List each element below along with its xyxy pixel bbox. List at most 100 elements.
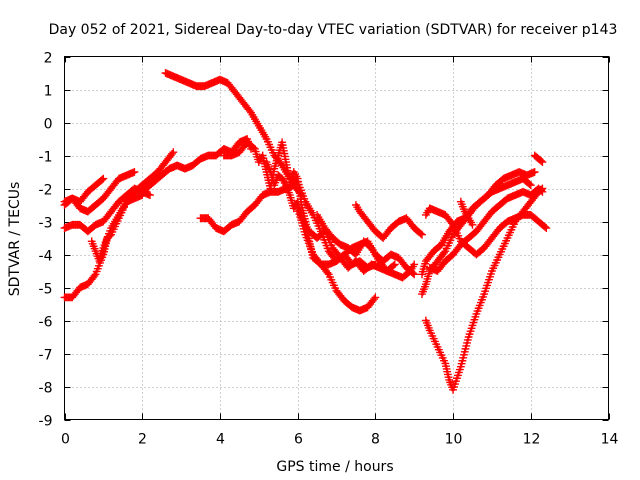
data-point (457, 359, 466, 368)
data-point (464, 333, 473, 341)
data-point (410, 270, 419, 279)
data-point (299, 224, 308, 233)
data-point (98, 175, 106, 184)
data-point (485, 275, 493, 284)
data-point (451, 380, 459, 388)
y-tick-label: -7 (39, 348, 53, 364)
data-point (526, 181, 535, 190)
series-5 (87, 135, 255, 265)
data-point (482, 284, 490, 293)
data-point (460, 347, 469, 356)
data-point (389, 261, 398, 270)
data-point (293, 204, 302, 213)
data-point (483, 281, 491, 290)
tick-marks (64, 56, 610, 421)
data-point (481, 287, 490, 296)
x-tick-label: 10 (445, 432, 463, 448)
series-12 (352, 201, 426, 242)
data-point (465, 330, 474, 339)
y-tick-label: -1 (39, 150, 53, 166)
data-point (538, 158, 547, 166)
y-tick-label: -2 (39, 183, 53, 199)
y-tick-label: -5 (39, 282, 53, 298)
data-point (146, 191, 154, 199)
data-point (298, 222, 307, 230)
data-point (99, 174, 108, 183)
data-point (486, 272, 494, 281)
y-tick-label: -8 (39, 381, 53, 397)
data-point (454, 371, 462, 380)
series-17 (421, 184, 547, 394)
data-point (463, 336, 472, 344)
series-19 (530, 151, 547, 166)
x-axis-label: GPS time / hours (276, 459, 393, 475)
data-point (298, 219, 306, 227)
x-tick-label: 0 (61, 432, 70, 448)
data-point (296, 213, 305, 221)
x-tick-label: 12 (523, 432, 541, 448)
series-15 (425, 184, 547, 275)
data-point (455, 365, 464, 374)
data-point (450, 383, 458, 391)
data-point (468, 220, 477, 229)
y-tick-label: -3 (39, 216, 53, 232)
data-point (469, 318, 478, 327)
series-10 (293, 204, 380, 315)
y-tick-label: 0 (44, 117, 53, 133)
y-tick-label: 1 (44, 84, 53, 100)
data-point (449, 385, 457, 394)
data-point (480, 290, 489, 298)
x-tick-label: 2 (138, 432, 147, 448)
data-point (416, 229, 425, 238)
series-18 (456, 197, 477, 229)
x-tick-label: 14 (601, 432, 619, 448)
data-point (295, 210, 304, 219)
data-point (418, 230, 426, 239)
y-tick-label: 2 (44, 51, 53, 67)
data-point (468, 321, 477, 330)
data-point (458, 356, 467, 365)
data-point (294, 207, 303, 216)
data-marks (60, 69, 551, 394)
data-point (300, 227, 309, 236)
data-point (470, 315, 479, 324)
data-point (538, 184, 547, 193)
data-point (537, 157, 546, 165)
data-point (390, 260, 399, 269)
data-point (453, 374, 461, 383)
y-tick-label: -9 (39, 414, 53, 430)
data-point (462, 342, 471, 350)
data-point (484, 278, 492, 287)
data-point (461, 344, 470, 353)
plot-frame (64, 56, 609, 420)
data-point (297, 216, 305, 224)
series-16 (421, 204, 551, 259)
series-11 (313, 211, 419, 282)
data-point (371, 293, 380, 302)
series-3 (60, 168, 139, 216)
data-point (463, 339, 471, 347)
data-point (466, 327, 475, 336)
x-tick-label: 4 (216, 432, 225, 448)
chart-title: Day 052 of 2021, Sidereal Day-to-day VTE… (49, 22, 618, 38)
data-point (455, 368, 463, 377)
y-tick-label: -6 (39, 315, 53, 331)
data-point (130, 168, 139, 176)
data-point (542, 224, 551, 232)
data-point (459, 353, 468, 362)
data-point (456, 362, 465, 371)
data-point (530, 168, 539, 176)
y-tick-label: -4 (39, 249, 53, 265)
data-point (410, 260, 419, 269)
x-tick-label: 6 (294, 432, 303, 448)
data-point (169, 148, 178, 157)
data-point (452, 377, 460, 386)
data-point (471, 312, 480, 321)
data-point (525, 180, 534, 188)
data-point (487, 269, 495, 278)
data-point (541, 223, 549, 231)
data-point (467, 324, 476, 333)
data-point (537, 185, 546, 194)
